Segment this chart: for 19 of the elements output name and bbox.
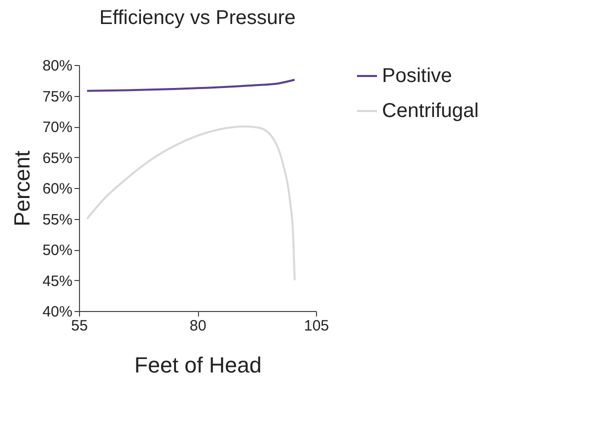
y-tick-label: 50% <box>42 242 72 259</box>
line-series <box>86 126 296 282</box>
legend-label: Positive <box>382 65 452 87</box>
y-tick-label: 80% <box>42 58 72 74</box>
y-axis-title: Percent <box>9 150 34 226</box>
y-tick-label: 75% <box>42 88 72 106</box>
y-tick-label: 45% <box>42 272 72 290</box>
y-tick-label: 55% <box>42 211 72 228</box>
legend-label: Centrifugal <box>382 100 479 122</box>
x-axis-title: Feet of Head <box>134 352 262 378</box>
y-tick-label: 65% <box>42 150 72 167</box>
line-series <box>86 78 296 92</box>
x-tick-label: 80 <box>190 318 206 334</box>
x-tick-label: 105 <box>304 318 330 334</box>
y-tick-label: 60% <box>42 180 72 198</box>
y-tick-label: 40% <box>42 304 72 320</box>
x-tick-label: 55 <box>71 318 88 334</box>
chart-title: Efficiency vs Pressure <box>99 7 296 29</box>
y-tick-label: 70% <box>42 119 72 136</box>
